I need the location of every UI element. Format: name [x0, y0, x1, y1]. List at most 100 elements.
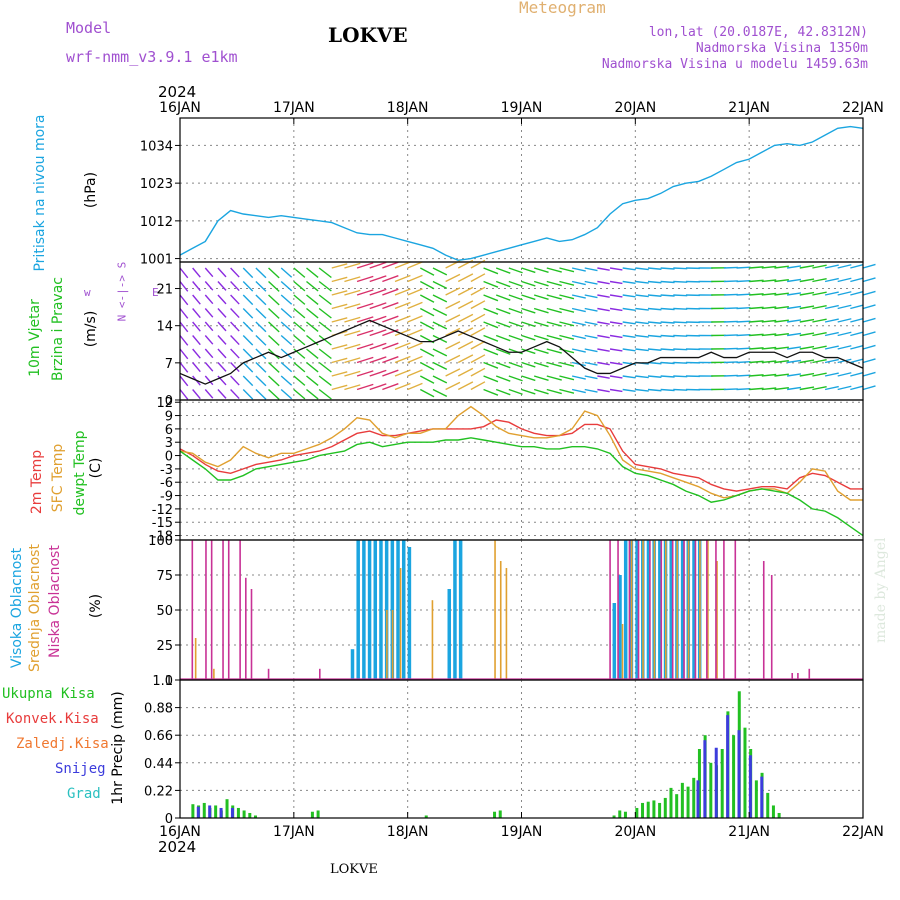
wind-barb: [331, 303, 348, 310]
wind-barb: [774, 386, 789, 391]
x-tick-label-top: 21JAN: [728, 100, 770, 116]
wind-barb: [850, 317, 864, 323]
y-tick-label: -12: [152, 503, 173, 518]
wind-barb: [812, 291, 827, 296]
wind-barb: [597, 334, 610, 339]
series-line-2m-temp: [179, 419, 863, 492]
wind-barb: [419, 375, 435, 384]
bar-visoka-oblacnost: [362, 540, 366, 680]
wind-barb: [483, 348, 499, 356]
wind-barb: [445, 341, 461, 350]
bar-srednja-oblacnost: [194, 638, 197, 680]
wind-barb: [495, 321, 511, 328]
wind-barb: [584, 280, 598, 285]
wind-compass-w: w: [84, 286, 91, 299]
wind-barb: [230, 308, 240, 319]
wind-barb: [609, 348, 623, 352]
wind-barb: [432, 267, 448, 276]
wind-barb: [508, 375, 523, 382]
wind-barb: [318, 294, 332, 306]
bar-ukupna-kisa: [253, 815, 257, 818]
wind-barb: [483, 267, 499, 275]
bar-niska-oblacnost: [609, 540, 611, 680]
wind-barb: [293, 334, 306, 346]
wind-barb: [280, 294, 293, 305]
wind-barb: [419, 348, 435, 357]
bar-ukupna-kisa: [316, 810, 320, 818]
x-tick-label-bottom: 22JAN: [842, 824, 884, 840]
y-tick-label: 1001: [140, 253, 173, 268]
wind-barb: [230, 267, 240, 278]
wind-barb: [457, 381, 474, 391]
y-tick-label: 25: [156, 639, 173, 654]
wind-barb: [571, 267, 586, 272]
wind-barb: [850, 263, 864, 269]
wind-barb: [483, 321, 499, 329]
wind-barb: [533, 267, 549, 273]
wind-barb: [407, 274, 423, 283]
wind-barb: [736, 293, 751, 296]
series-line-dewpt-temp: [179, 437, 864, 537]
wind-barb: [546, 267, 562, 273]
wind-barb: [230, 281, 240, 292]
wind-barb: [799, 264, 815, 269]
wind-barb: [331, 290, 348, 296]
wind-barb: [382, 261, 399, 269]
wind-barb: [597, 375, 610, 379]
wind-barb: [723, 347, 738, 350]
wind-barb: [318, 267, 332, 279]
wind-barb: [457, 367, 474, 377]
wind-barb: [736, 279, 751, 283]
wind-barb: [432, 321, 448, 330]
wind-barb: [787, 265, 802, 269]
wind-barb: [268, 280, 280, 292]
wind-barb: [609, 321, 623, 325]
wind-barb: [217, 335, 227, 345]
wind-barb: [419, 294, 435, 303]
wind-barb: [533, 388, 549, 395]
year-bottom-label: 2024: [158, 838, 197, 856]
wind-barb: [559, 280, 575, 286]
y-tick-label: 0: [165, 812, 173, 827]
wind-barb: [242, 335, 254, 346]
wind-barb: [533, 348, 549, 354]
wind-barb: [824, 318, 839, 323]
wind-barb: [597, 321, 610, 325]
y-tick-label: 100: [148, 534, 173, 549]
wind-barb: [293, 348, 306, 359]
bar-visoka-oblacnost: [396, 540, 400, 680]
x-tick-label-top: 17JAN: [273, 100, 315, 116]
wind-barb: [204, 267, 214, 278]
bar-ukupna-kisa: [658, 802, 662, 818]
wind-barb: [723, 266, 738, 269]
wind-barb: [306, 280, 319, 292]
wind-barb: [268, 361, 280, 373]
bar-niska-oblacnost: [239, 540, 241, 680]
wind-barb: [457, 327, 474, 337]
wind-barb: [306, 348, 319, 359]
wind-barb: [837, 345, 852, 350]
wind-barb: [268, 294, 280, 306]
wind-barb: [824, 264, 839, 269]
wind-barb: [432, 294, 448, 303]
bar-visoka-oblacnost: [618, 575, 622, 680]
wind-barb: [280, 388, 293, 400]
wind-barb: [369, 261, 387, 269]
bar-ukupna-kisa: [709, 762, 713, 818]
wind-barb: [508, 334, 523, 341]
wind-barb: [432, 307, 448, 317]
wind-barb: [622, 321, 636, 325]
wind-barb: [850, 358, 864, 364]
wind-barb: [812, 305, 827, 310]
bar-niska-oblacnost: [797, 673, 799, 680]
wind-barb: [331, 263, 348, 269]
bar-ukupna-kisa: [248, 812, 252, 818]
wind-barb: [192, 389, 201, 400]
wind-barb: [445, 314, 461, 323]
wind-barb: [673, 267, 688, 270]
wind-barb: [609, 388, 623, 393]
wind-barb: [521, 334, 536, 341]
wind-barb: [306, 267, 319, 278]
x-tick-label-bottom: 20JAN: [614, 824, 656, 840]
wind-barb: [635, 280, 649, 284]
